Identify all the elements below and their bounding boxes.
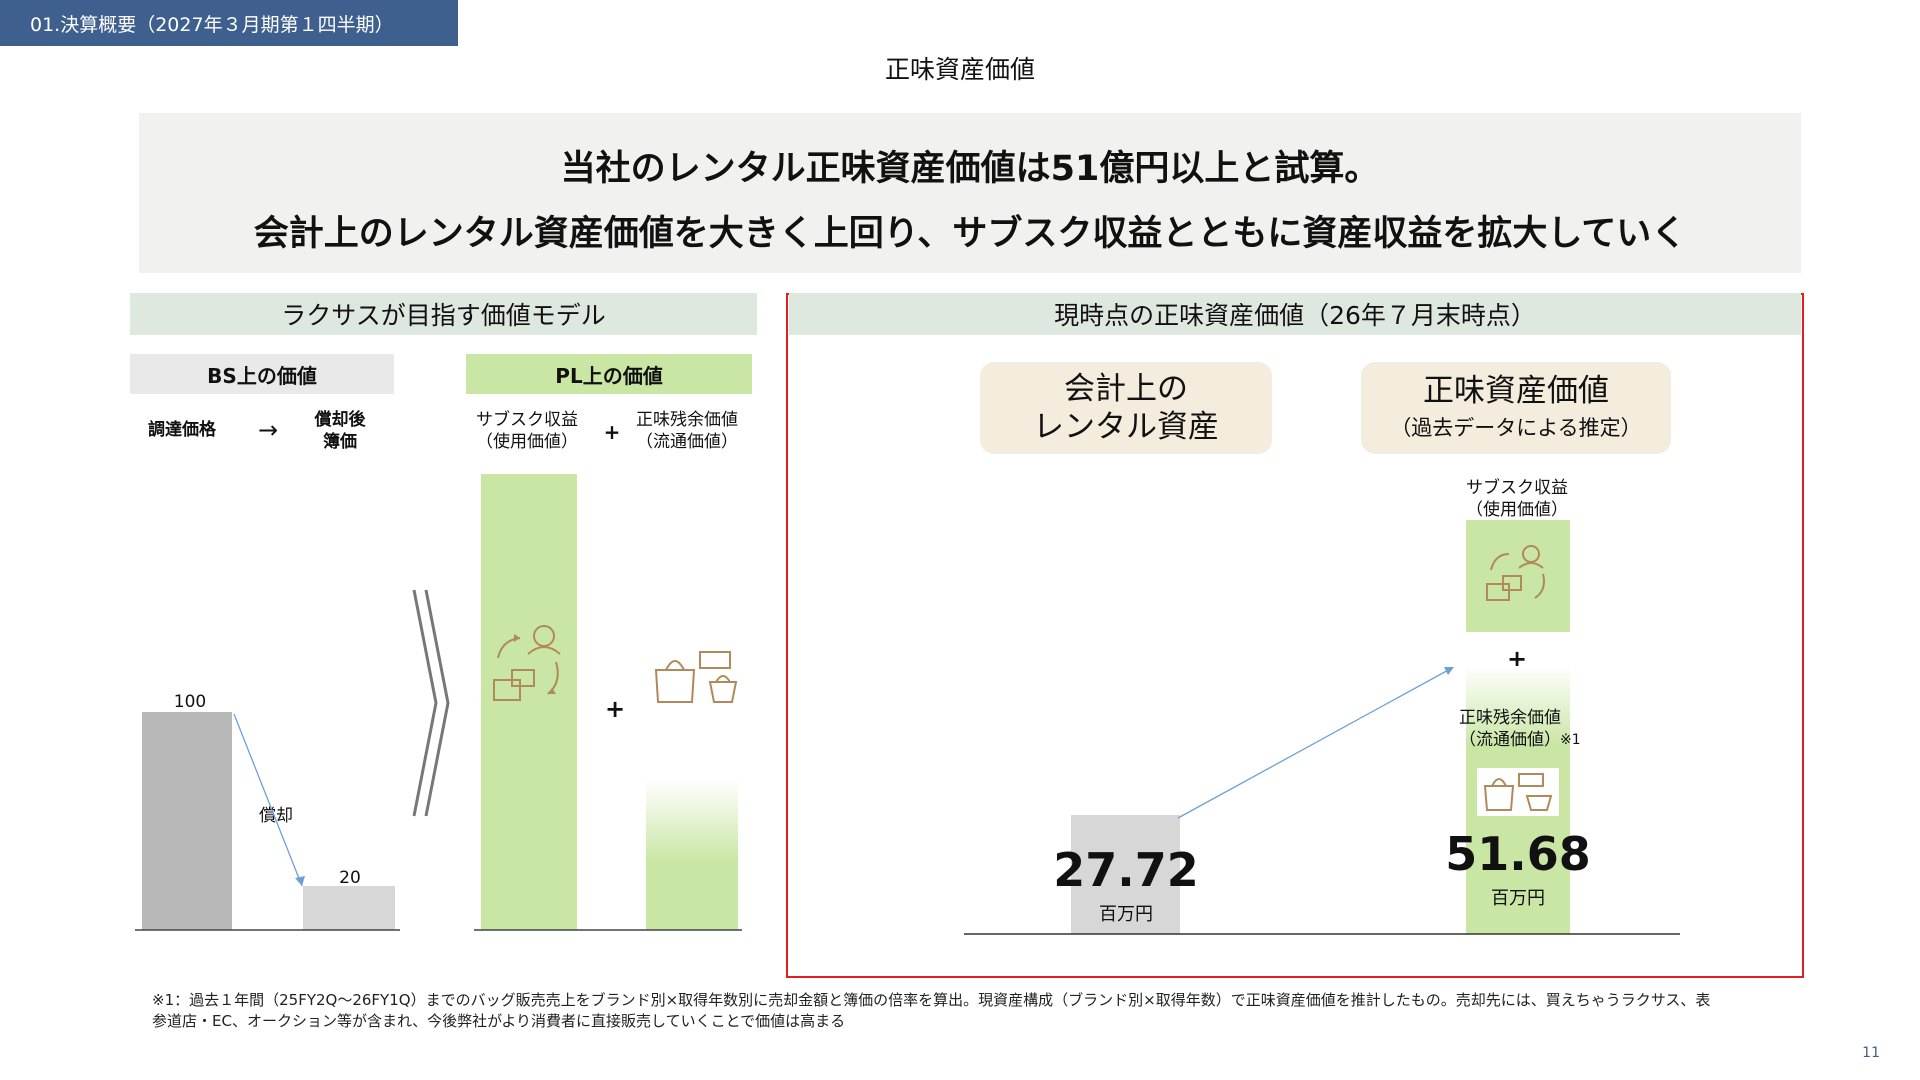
footnote: ※1：過去１年間（25FY2Q～26FY1Q）までのバッグ販売売上をブランド別×… — [152, 991, 1711, 1030]
net-asset-value: 51.68 — [1445, 827, 1591, 881]
net-asset-unit: 百万円 — [1491, 888, 1545, 909]
depreciation-arrowhead — [295, 876, 305, 886]
bs-bar-bookvalue — [303, 886, 395, 930]
subscription-label: サブスク収益 （使用価値） — [1466, 478, 1568, 520]
section-tag: 01.決算概要（2027年３月期第１四半期） — [0, 0, 458, 46]
residual-label: 正味残余価値 （流通価値） — [1459, 708, 1561, 750]
cycle-bags-icon — [1486, 545, 1545, 601]
bs-value-20: 20 — [339, 868, 361, 888]
box-net-asset-value: 正味資産価値 （過去データによる推定） — [1361, 362, 1671, 454]
cycle-bags-icon — [493, 625, 561, 701]
bs-value-100: 100 — [173, 692, 207, 712]
headline-line-1: 当社のレンタル正味資産価値は51億円以上と試算。 — [560, 148, 1380, 189]
growth-arrowhead — [1444, 667, 1454, 675]
bs-header: BS上の価値 — [130, 354, 394, 394]
box-accounting-rental-assets: 会計上の レンタル資産 — [980, 362, 1272, 454]
residual-note: ※1 — [1560, 732, 1581, 748]
headline-line-2: 会計上のレンタル資産価値を大きく上回り、サブスク収益とともに資産収益を拡大してい… — [253, 213, 1687, 254]
depreciation-arrow — [233, 713, 303, 887]
bag-wallet-icon — [1483, 773, 1553, 811]
accounting-bar — [1071, 815, 1180, 934]
net-asset-value-subtitle: （過去データによる推定） — [1390, 416, 1642, 440]
bs-bar-procurement — [142, 712, 232, 930]
pl-header: PL上の価値 — [466, 354, 752, 394]
pl-plus-top: + — [603, 420, 621, 444]
left-panel-title: ラクサスが目指す価値モデル — [130, 293, 757, 335]
bs-label-procurement: 調達価格 — [148, 420, 216, 440]
pl-plus-mid: + — [604, 695, 626, 723]
accounting-unit: 百万円 — [1099, 904, 1153, 925]
page-title: 正味資産価値 — [884, 55, 1035, 84]
pl-bar-residual — [646, 780, 738, 930]
bs-annotation-depreciation: 償却 — [259, 805, 293, 826]
bs-label-bookvalue: 償却後 簿価 — [314, 410, 366, 452]
headline-box — [139, 113, 1801, 273]
right-chart-lines — [964, 667, 1680, 935]
pl-bar-subscription — [481, 474, 577, 930]
bs-chart-lines — [135, 713, 400, 931]
right-panel-title: 現時点の正味資産価値（26年７月末時点） — [789, 293, 1801, 335]
pl-label-residual: 正味残余価値 （流通価値） — [636, 410, 738, 452]
growth-arrow — [1177, 667, 1453, 819]
pl-baseline — [474, 929, 742, 931]
accounting-value: 27.72 — [1053, 843, 1199, 897]
bs-arrow: → — [257, 416, 279, 444]
page-number: 11 — [1862, 1045, 1880, 1061]
net-asset-value-title: 正味資産価値 — [1423, 373, 1609, 409]
chevron-icon — [412, 589, 450, 817]
bag-wallet-icon — [654, 651, 738, 703]
pl-label-subscription: サブスク収益 （使用価値） — [476, 410, 578, 452]
